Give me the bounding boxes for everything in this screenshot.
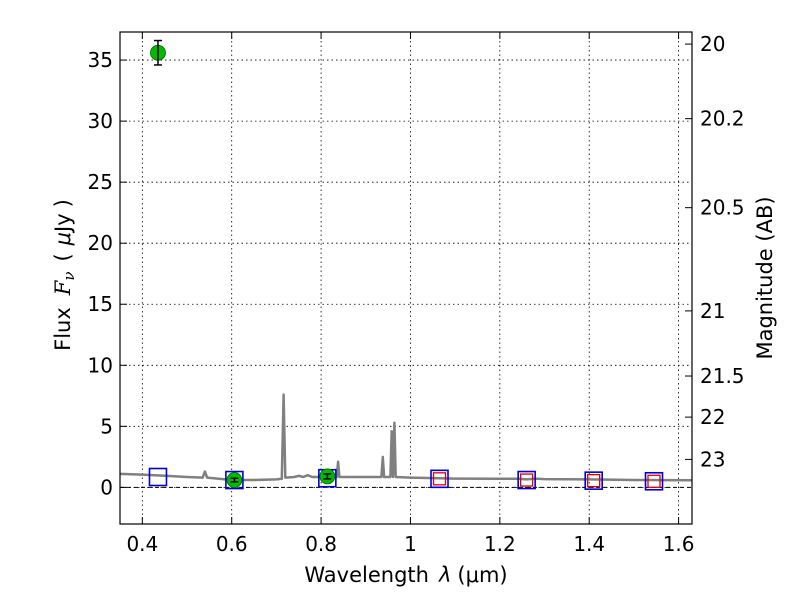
x-axis-label: Wavelength λ (μm) bbox=[304, 563, 507, 587]
x-tick-label: 1.2 bbox=[484, 532, 516, 556]
x-tick-label: 0.4 bbox=[126, 532, 158, 556]
model-photometry-red-square bbox=[647, 474, 661, 488]
model-spectrum bbox=[119, 393, 693, 482]
model-photometry-blue-square bbox=[644, 471, 664, 491]
y-tick-label: 5 bbox=[100, 414, 113, 438]
grid-lines bbox=[120, 32, 692, 524]
y2-tick-label: 20 bbox=[700, 32, 725, 56]
model-photometry-blue-square bbox=[584, 471, 603, 490]
y2-axis-label: Magnitude (AB) bbox=[753, 196, 777, 359]
model-photometry-blue-square bbox=[225, 470, 244, 490]
x-tick-label: 1.6 bbox=[663, 532, 695, 556]
axis-ticks: 0.4 0.6 0.8 1 1.2 1.4 1.6 0 5 10 15 20 25 30 35 20 20.2 2… bbox=[88, 32, 745, 556]
y2-tick-label: 21 bbox=[700, 299, 725, 323]
y-tick-label: 10 bbox=[88, 353, 113, 377]
model-photometry-red-square bbox=[432, 472, 447, 486]
y-axis-label-mu: μ bbox=[51, 232, 75, 246]
y-axis-label-symbol: F bbox=[51, 279, 75, 296]
y-axis-label-close: ) bbox=[51, 199, 75, 207]
spectrum-line bbox=[119, 393, 693, 482]
model-photometry-red-square bbox=[587, 474, 601, 488]
model-photometry-blue-square bbox=[517, 470, 536, 490]
photometry-markers bbox=[148, 39, 664, 491]
x-tick-label: 0.8 bbox=[305, 532, 337, 556]
y-tick-label: 15 bbox=[88, 292, 113, 316]
y2-tick-label: 22 bbox=[700, 405, 725, 429]
y-tick-label: 20 bbox=[88, 231, 113, 255]
model-photometry-blue-square bbox=[430, 469, 449, 489]
y-axis-label-unit: Jy bbox=[51, 213, 75, 234]
y2-tick-label: 20.5 bbox=[700, 196, 745, 220]
y-axis-label-symbol-sub: ν bbox=[60, 272, 78, 281]
x-tick-label: 1.4 bbox=[573, 532, 605, 556]
y-tick-label: 35 bbox=[88, 48, 113, 72]
y2-tick-label: 23 bbox=[700, 447, 725, 471]
y-tick-label: 0 bbox=[100, 475, 113, 499]
x-axis-label-unit: (μm) bbox=[457, 563, 507, 587]
y-axis-label: Flux Fν ( μJy) bbox=[51, 199, 78, 351]
x-axis-label-prefix: Wavelength bbox=[304, 563, 429, 587]
y-axis-label-prefix: Flux bbox=[51, 307, 75, 351]
y-tick-label: 30 bbox=[88, 109, 113, 133]
y-axis-label-open: ( bbox=[51, 253, 75, 261]
y-tick-label: 25 bbox=[88, 170, 113, 194]
model-photometry-red-square bbox=[520, 473, 534, 487]
model-photometry-blue-square bbox=[148, 467, 168, 487]
y2-tick-label: 20.2 bbox=[700, 107, 745, 131]
x-tick-label: 0.6 bbox=[216, 532, 248, 556]
x-tick-label: 1 bbox=[404, 532, 417, 556]
plot-frame bbox=[119, 31, 693, 525]
x-axis-label-symbol: λ bbox=[438, 563, 451, 587]
y2-tick-label: 21.5 bbox=[700, 364, 745, 388]
